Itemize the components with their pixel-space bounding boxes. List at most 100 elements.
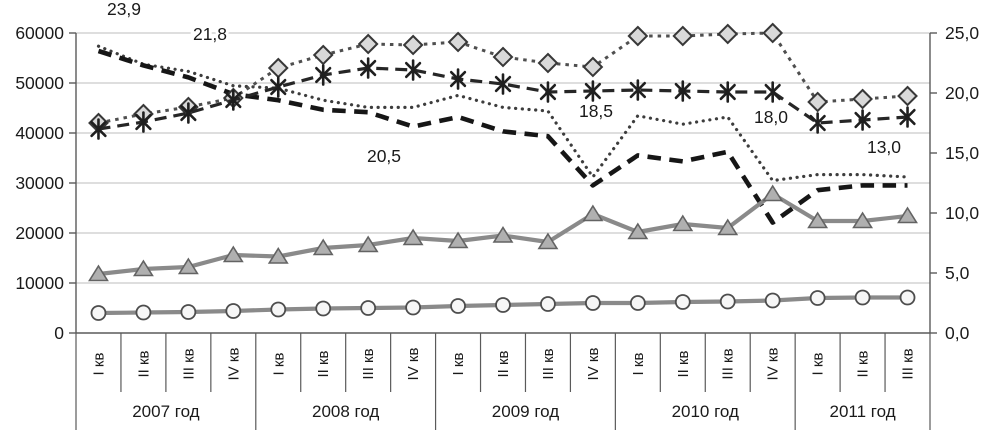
triangle-marker bbox=[88, 264, 109, 282]
diamond-marker bbox=[717, 23, 739, 45]
quarter-label: II кв bbox=[135, 350, 152, 377]
diamond-marker bbox=[447, 31, 469, 53]
year-label: 2010 год bbox=[672, 402, 739, 421]
asterisk-marker bbox=[270, 78, 287, 96]
quarter-label: I кв bbox=[270, 353, 287, 376]
quarter-label: III кв bbox=[900, 348, 917, 379]
triangle-marker bbox=[537, 232, 559, 250]
annotation-label: 18,0 bbox=[754, 107, 788, 127]
axes: 0 10000 20000 30000 40000 50000 60000 0,0 5,0 10,… bbox=[15, 23, 979, 343]
circle-marker bbox=[809, 290, 826, 306]
triangle-marker bbox=[852, 211, 874, 229]
left-axis-tick-label: 40000 bbox=[15, 123, 64, 143]
asterisk-marker bbox=[674, 82, 691, 100]
year-label: 2007 год bbox=[132, 402, 199, 421]
year-label: 2011 год bbox=[830, 402, 896, 421]
circle-marker bbox=[450, 298, 466, 314]
asterisk-marker bbox=[584, 82, 602, 100]
circle-marker bbox=[405, 299, 422, 316]
circle-marker bbox=[854, 289, 871, 306]
asterisk-marker bbox=[225, 91, 242, 109]
triangle-marker bbox=[357, 235, 379, 253]
asterisk-marker bbox=[809, 114, 826, 132]
diamond-marker bbox=[807, 91, 829, 113]
triangle-marker bbox=[627, 222, 649, 240]
circle-marker bbox=[180, 304, 197, 320]
triangle-marker bbox=[897, 206, 918, 224]
right-axis-tick-label: 15,0 bbox=[945, 143, 979, 163]
circle-marker bbox=[360, 300, 377, 316]
quarter-label: III кв bbox=[540, 348, 557, 379]
diamond-marker bbox=[762, 22, 784, 44]
gridlines bbox=[76, 32, 930, 284]
circle-marker bbox=[719, 293, 736, 310]
quarter-label: I кв bbox=[630, 353, 647, 376]
triangle-marker bbox=[312, 238, 334, 256]
diamond-marker bbox=[582, 56, 604, 78]
annotation-label: 13,0 bbox=[867, 137, 901, 157]
triangle-marker bbox=[447, 231, 469, 249]
triangle-marker bbox=[402, 228, 424, 246]
left-axis-tick-label: 30000 bbox=[15, 173, 64, 193]
circle-marker bbox=[764, 292, 781, 309]
asterisk-marker bbox=[539, 83, 557, 101]
series-line-rate-dotted-thin bbox=[96, 44, 910, 183]
annotation-label: 23,9 bbox=[107, 0, 141, 19]
series-volume-triangle bbox=[88, 184, 918, 282]
annotation-label: 21,8 bbox=[193, 24, 227, 44]
quarter-label: III кв bbox=[720, 348, 737, 379]
asterisk-marker bbox=[449, 70, 467, 88]
right-axis-tick-label: 10,0 bbox=[945, 203, 979, 223]
circle-marker bbox=[540, 296, 556, 312]
quarter-label: III кв bbox=[180, 348, 197, 379]
right-axis-tick-label: 0,0 bbox=[945, 323, 970, 343]
diamond-marker bbox=[357, 33, 379, 55]
diamond-marker bbox=[627, 25, 649, 47]
diamond-marker bbox=[402, 34, 424, 56]
circle-marker bbox=[899, 289, 916, 306]
series-rate-dotted-thin bbox=[96, 44, 910, 183]
circle-marker bbox=[225, 303, 242, 319]
diamond-marker bbox=[312, 44, 334, 66]
triangle-marker bbox=[132, 259, 154, 277]
left-axis-tick-label: 60000 bbox=[15, 23, 64, 43]
circle-marker bbox=[135, 304, 152, 321]
quarter-label: I кв bbox=[90, 353, 107, 376]
series-volume-circle bbox=[90, 289, 916, 321]
triangle-marker bbox=[762, 184, 784, 202]
quarter-label: II кв bbox=[675, 350, 692, 377]
asterisk-marker bbox=[719, 83, 736, 101]
asterisk-marker bbox=[135, 113, 152, 131]
triangle-marker bbox=[717, 218, 739, 236]
asterisk-marker bbox=[315, 66, 332, 84]
triangle-marker bbox=[267, 246, 289, 264]
quarter-label: II кв bbox=[315, 350, 332, 377]
series-volume-asterisk bbox=[90, 57, 916, 140]
left-axis-tick-label: 20000 bbox=[15, 223, 64, 243]
diamond-marker bbox=[672, 25, 694, 47]
triangle-marker bbox=[492, 225, 514, 243]
annotation-label: 18,5 bbox=[579, 101, 613, 121]
x-axis-labels: I кв II кв III кв IV кв I кв II кв III кв IV кв… bbox=[75, 333, 931, 430]
asterisk-marker bbox=[90, 120, 107, 138]
left-axis-tick-label: 50000 bbox=[15, 73, 64, 93]
quarter-label: II кв bbox=[855, 350, 872, 377]
left-axis-tick-label: 0 bbox=[54, 323, 64, 343]
triangle-marker bbox=[177, 257, 199, 275]
quarter-label: IV кв bbox=[765, 348, 782, 381]
diamond-marker bbox=[492, 46, 514, 68]
triangle-marker bbox=[807, 211, 829, 229]
circle-marker bbox=[674, 294, 691, 310]
right-axis-tick-label: 5,0 bbox=[945, 263, 970, 283]
right-axis-tick-label: 25,0 bbox=[945, 23, 979, 43]
asterisk-marker bbox=[854, 111, 871, 129]
quarter-label: I кв bbox=[810, 353, 827, 376]
asterisk-marker bbox=[494, 75, 512, 93]
quarter-label: II кв bbox=[495, 350, 512, 377]
circle-marker bbox=[629, 295, 646, 311]
asterisk-marker bbox=[404, 61, 422, 79]
left-axis-tick-label: 10000 bbox=[15, 273, 64, 293]
annotations: 23,9 21,8 20,5 18,5 18,0 13,0 bbox=[104, 0, 904, 169]
